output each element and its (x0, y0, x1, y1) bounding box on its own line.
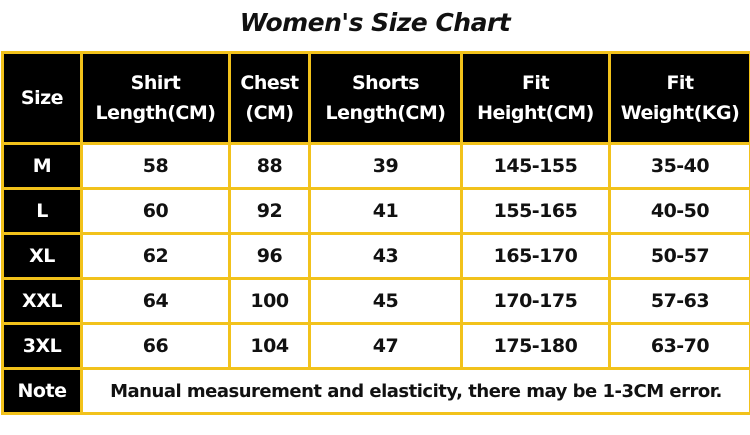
data-cell: 41 (308, 187, 463, 235)
data-cell: 47 (308, 322, 463, 370)
data-cell: 145-155 (460, 142, 611, 190)
data-cell: 100 (228, 277, 311, 325)
data-cell: 88 (228, 142, 311, 190)
note-text: Manual measurement and elasticity, there… (80, 367, 750, 415)
note-label: Note (1, 367, 83, 415)
data-cell: 50-57 (608, 232, 750, 280)
data-cell: 58 (80, 142, 231, 190)
data-cell: 35-40 (608, 142, 750, 190)
note-row: Note Manual measurement and elasticity, t… (1, 367, 750, 415)
table-row: XL 62 96 43 165-170 50-57 (1, 232, 750, 280)
data-cell: 96 (228, 232, 311, 280)
header-cell: Chest (CM) (228, 51, 311, 145)
header-cell: Size (1, 51, 83, 145)
data-cell: 64 (80, 277, 231, 325)
data-cell: 63-70 (608, 322, 750, 370)
table-row: 3XL 66 104 47 175-180 63-70 (1, 322, 750, 370)
size-table: Size Shirt Length(CM) Chest (CM) Shorts Len… (1, 51, 750, 415)
data-cell: 175-180 (460, 322, 611, 370)
data-cell: 45 (308, 277, 463, 325)
data-cell: 92 (228, 187, 311, 235)
data-cell: 60 (80, 187, 231, 235)
chart-title: Women's Size Chart (239, 8, 511, 37)
data-cell: 62 (80, 232, 231, 280)
header-row: Size Shirt Length(CM) Chest (CM) Shorts Len… (1, 51, 750, 145)
size-cell: XL (1, 232, 83, 280)
data-cell: 155-165 (460, 187, 611, 235)
table-row: XXL 64 100 45 170-175 57-63 (1, 277, 750, 325)
data-cell: 66 (80, 322, 231, 370)
header-cell: Shirt Length(CM) (80, 51, 231, 145)
header-cell: Fit Weight(KG) (608, 51, 750, 145)
size-cell: M (1, 142, 83, 190)
size-cell: 3XL (1, 322, 83, 370)
table-row: L 60 92 41 155-165 40-50 (1, 187, 750, 235)
size-cell: XXL (1, 277, 83, 325)
data-cell: 170-175 (460, 277, 611, 325)
data-cell: 39 (308, 142, 463, 190)
table-row: M 58 88 39 145-155 35-40 (1, 142, 750, 190)
data-cell: 43 (308, 232, 463, 280)
data-cell: 57-63 (608, 277, 750, 325)
size-cell: L (1, 187, 83, 235)
header-cell: Fit Height(CM) (460, 51, 611, 145)
data-cell: 40-50 (608, 187, 750, 235)
data-cell: 165-170 (460, 232, 611, 280)
data-cell: 104 (228, 322, 311, 370)
header-cell: Shorts Length(CM) (308, 51, 463, 145)
